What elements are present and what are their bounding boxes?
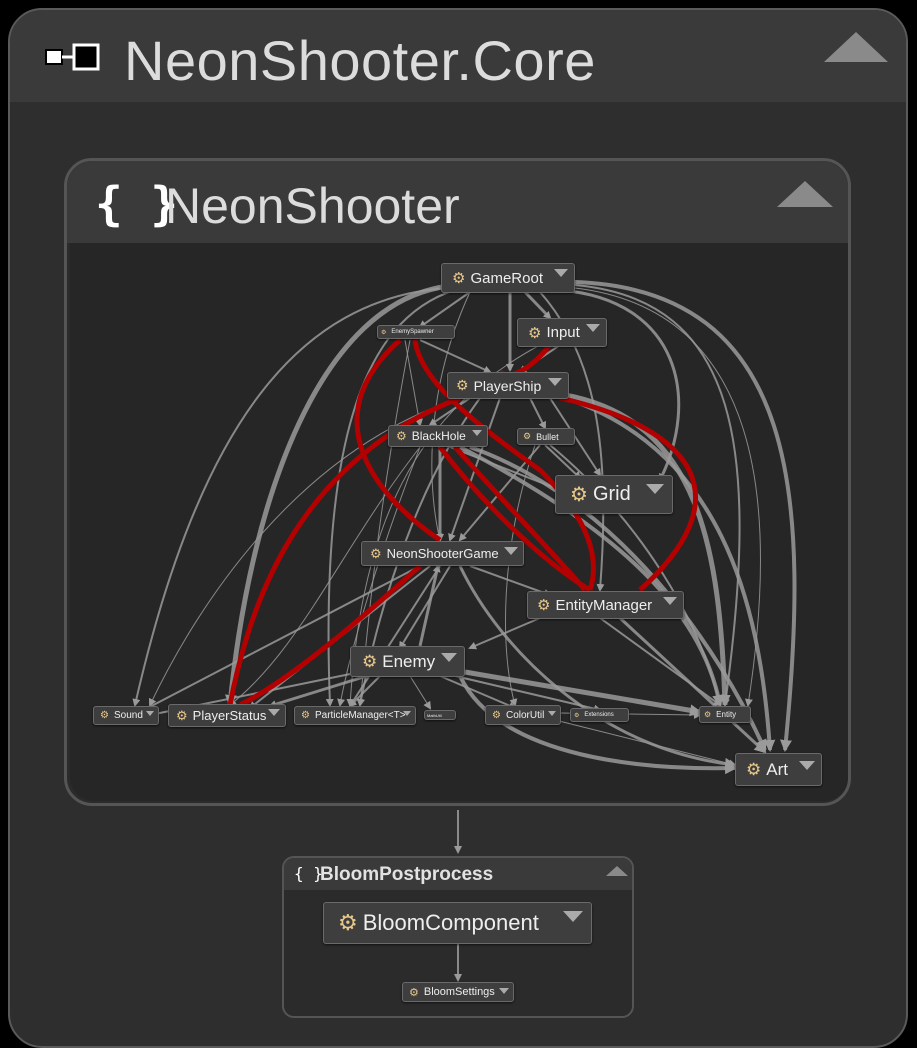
- node-mathutil[interactable]: MathUtil: [424, 710, 456, 720]
- expand-dropdown-icon[interactable]: [548, 378, 562, 386]
- collapse-bloom-button[interactable]: [606, 866, 628, 876]
- expand-dropdown-icon[interactable]: [663, 597, 677, 605]
- node-gameroot[interactable]: ⚙ GameRoot: [441, 263, 575, 293]
- node-input[interactable]: ⚙ Input: [517, 318, 607, 347]
- class-icon: ⚙: [574, 712, 580, 719]
- node-sound[interactable]: ⚙ Sound: [93, 706, 159, 725]
- namespace-header: { } NeonShooter: [67, 161, 848, 243]
- namespace-icon: { }: [95, 177, 179, 231]
- class-icon: ⚙: [370, 545, 382, 561]
- expand-dropdown-icon[interactable]: [146, 711, 154, 716]
- expand-dropdown-icon[interactable]: [403, 711, 411, 716]
- class-icon: ⚙: [409, 986, 419, 999]
- node-bullet[interactable]: ⚙ Bullet: [517, 428, 575, 445]
- class-icon: ⚙: [362, 651, 378, 671]
- expand-dropdown-icon[interactable]: [441, 653, 457, 662]
- class-icon: ⚙: [396, 429, 407, 443]
- class-icon: ⚙: [381, 329, 387, 336]
- node-entity[interactable]: ⚙ Entity: [699, 706, 751, 723]
- node-playerstatus[interactable]: ⚙ PlayerStatus: [168, 704, 286, 727]
- expand-dropdown-icon[interactable]: [268, 709, 280, 716]
- expand-dropdown-icon[interactable]: [554, 269, 568, 277]
- class-icon: ⚙: [301, 710, 310, 721]
- expand-dropdown-icon[interactable]: [586, 324, 600, 332]
- class-icon: ⚙: [704, 710, 712, 719]
- expand-dropdown-icon[interactable]: [504, 547, 518, 555]
- class-icon: ⚙: [537, 597, 551, 614]
- node-bloomcomponent[interactable]: ⚙ BloomComponent: [323, 902, 592, 944]
- expand-dropdown-icon[interactable]: [646, 484, 664, 494]
- assembly-title: NeonShooter.Core: [124, 29, 596, 92]
- class-icon: ⚙: [528, 324, 542, 342]
- assembly-icon: [45, 43, 100, 71]
- class-icon: ⚙: [523, 431, 532, 441]
- assembly-header: NeonShooter.Core: [10, 10, 906, 102]
- expand-dropdown-icon[interactable]: [563, 911, 583, 922]
- expand-dropdown-icon[interactable]: [548, 711, 556, 716]
- node-entitymanager[interactable]: ⚙ EntityManager: [527, 591, 684, 619]
- node-bloomsettings[interactable]: ⚙ BloomSettings: [402, 982, 514, 1002]
- expand-dropdown-icon[interactable]: [472, 430, 482, 436]
- class-icon: ⚙: [176, 707, 188, 723]
- class-icon: ⚙: [100, 710, 109, 721]
- node-art[interactable]: ⚙ Art: [735, 753, 822, 786]
- namespace-icon: { }: [294, 864, 323, 883]
- node-colorutil[interactable]: ⚙ ColorUtil: [485, 705, 561, 725]
- namespace-title: NeonShooter: [165, 178, 460, 234]
- node-grid[interactable]: ⚙ Grid: [555, 475, 673, 514]
- class-icon: ⚙: [338, 910, 358, 935]
- expand-dropdown-icon[interactable]: [499, 988, 509, 994]
- node-extensions[interactable]: ⚙ Extensions: [570, 708, 629, 722]
- expand-dropdown-icon[interactable]: [799, 761, 815, 770]
- node-particlemanager[interactable]: ⚙ ParticleManager<T>: [294, 706, 416, 725]
- node-playership[interactable]: ⚙ PlayerShip: [447, 372, 569, 399]
- bloom-title: BloomPostprocess: [320, 864, 494, 885]
- node-neonshootergame[interactable]: ⚙ NeonShooterGame: [361, 541, 524, 566]
- class-icon: ⚙: [456, 377, 469, 393]
- node-enemy[interactable]: ⚙ Enemy: [350, 646, 465, 677]
- class-icon: ⚙: [492, 709, 501, 721]
- collapse-assembly-button[interactable]: [824, 32, 888, 62]
- collapse-namespace-button[interactable]: [777, 181, 833, 207]
- class-icon: ⚙: [746, 759, 762, 779]
- node-enemyspawner[interactable]: ⚙ EnemySpawner: [377, 325, 455, 339]
- class-icon: ⚙: [570, 484, 588, 506]
- class-icon: ⚙: [452, 270, 466, 287]
- node-blackhole[interactable]: ⚙ BlackHole: [388, 425, 488, 447]
- bloom-header: { } BloomPostprocess: [284, 858, 632, 890]
